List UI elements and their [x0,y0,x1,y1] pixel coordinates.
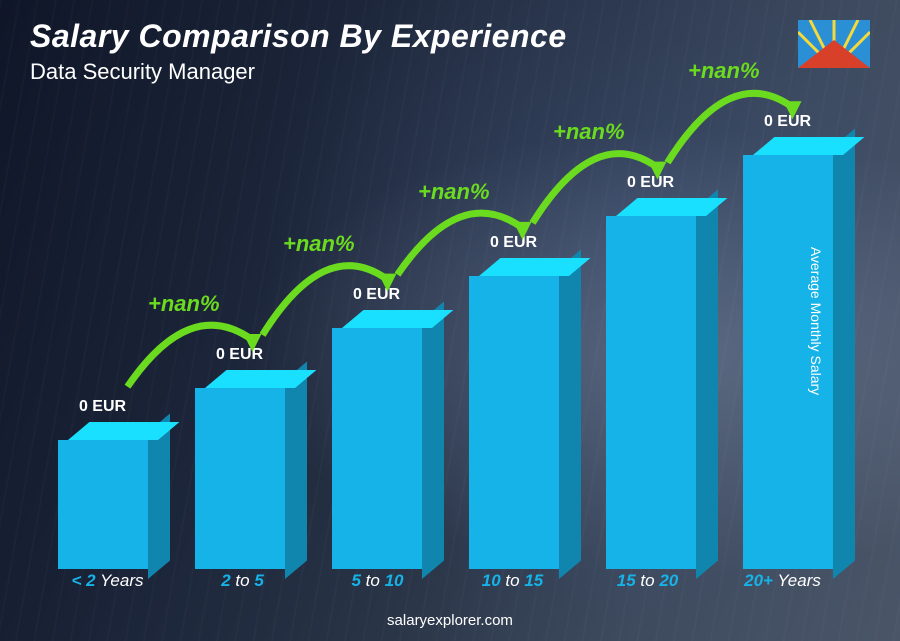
bar-slot: 0 EUR [177,120,302,551]
bar-value-label: 0 EUR [764,113,811,131]
x-axis: < 2 Years2 to 55 to 1010 to 1515 to 2020… [40,571,850,591]
bar-slot: 0 EUR [40,120,165,551]
delta-label: +nan% [148,291,220,317]
bar [58,422,148,551]
x-axis-label: 20+ Years [715,571,850,591]
x-axis-label: 15 to 20 [580,571,715,591]
delta-label: +nan% [688,58,760,84]
bar-value-label: 0 EUR [490,234,537,252]
bar [469,258,559,551]
x-axis-label: 2 to 5 [175,571,310,591]
x-axis-label: 10 to 15 [445,571,580,591]
y-axis-label: Average Monthly Salary [808,246,824,394]
x-axis-label: < 2 Years [40,571,175,591]
chart-title: Salary Comparison By Experience [30,18,870,55]
delta-label: +nan% [283,231,355,257]
bar-slot: 0 EUR [725,120,850,551]
x-axis-label: 5 to 10 [310,571,445,591]
delta-label: +nan% [418,179,490,205]
bar [195,370,285,551]
footer-credit: salaryexplorer.com [0,612,900,629]
bar [606,198,696,551]
bar-value-label: 0 EUR [79,398,126,416]
bar [332,310,422,551]
country-flag-icon [798,20,870,68]
bar-value-label: 0 EUR [216,346,263,364]
bar-value-label: 0 EUR [353,286,400,304]
delta-label: +nan% [553,119,625,145]
bar-slot: 0 EUR [588,120,713,551]
bar-value-label: 0 EUR [627,174,674,192]
